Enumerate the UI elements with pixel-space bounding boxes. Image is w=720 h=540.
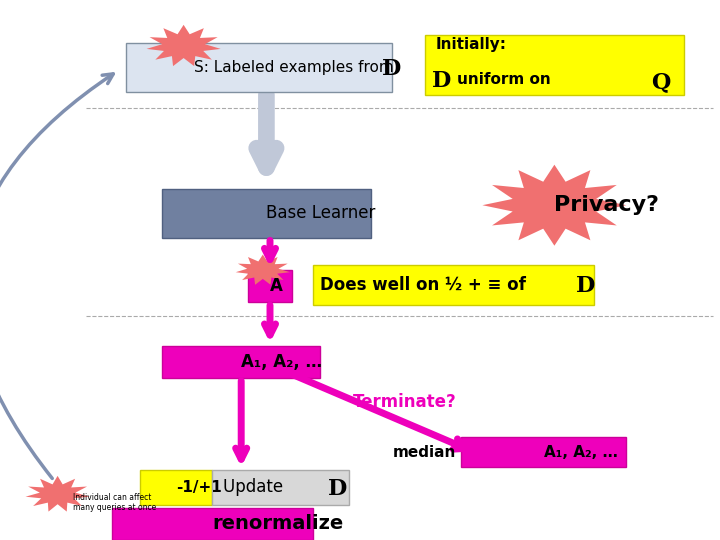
FancyBboxPatch shape	[162, 189, 371, 238]
Text: uniform on: uniform on	[457, 72, 551, 87]
Text: renormalize: renormalize	[212, 514, 343, 534]
Text: Individual can affect
many queries at once: Individual can affect many queries at on…	[73, 492, 157, 512]
Text: median: median	[392, 445, 456, 460]
Text: Does well on ½ + ≡ of: Does well on ½ + ≡ of	[320, 275, 526, 294]
FancyBboxPatch shape	[162, 346, 320, 378]
Text: Terminate?: Terminate?	[353, 393, 456, 411]
FancyBboxPatch shape	[425, 35, 684, 94]
FancyBboxPatch shape	[313, 265, 594, 305]
FancyBboxPatch shape	[126, 43, 392, 92]
FancyBboxPatch shape	[112, 508, 313, 540]
Text: -1/+1: -1/+1	[176, 480, 222, 495]
Text: Q: Q	[652, 71, 671, 93]
Polygon shape	[147, 25, 220, 66]
Polygon shape	[25, 476, 90, 511]
Text: D: D	[328, 478, 347, 500]
FancyBboxPatch shape	[248, 270, 292, 302]
Text: Base Learner: Base Learner	[266, 204, 376, 222]
Text: S: Labeled examples from: S: Labeled examples from	[194, 60, 399, 75]
Text: Privacy?: Privacy?	[554, 195, 660, 215]
Text: Update: Update	[223, 478, 289, 496]
Text: D: D	[382, 58, 401, 79]
Text: A₁, A₂, …: A₁, A₂, …	[241, 353, 323, 371]
Polygon shape	[482, 165, 626, 246]
Text: D: D	[576, 275, 595, 297]
FancyBboxPatch shape	[140, 470, 212, 505]
Text: A₁, A₂, …: A₁, A₂, …	[544, 445, 618, 460]
FancyBboxPatch shape	[212, 470, 349, 505]
Text: A: A	[270, 277, 283, 295]
FancyArrowPatch shape	[0, 74, 113, 478]
FancyBboxPatch shape	[461, 437, 626, 467]
Text: Initially:: Initially:	[436, 37, 507, 52]
Text: D: D	[432, 70, 451, 92]
Polygon shape	[235, 255, 290, 285]
